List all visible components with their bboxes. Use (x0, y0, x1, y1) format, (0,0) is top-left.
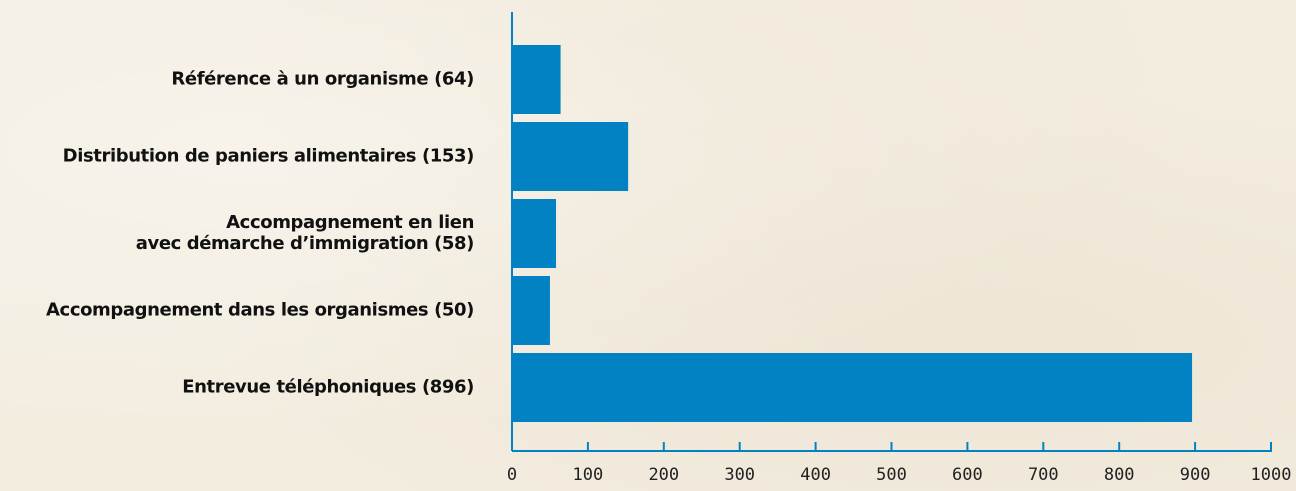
x-tick-label-1: 100 (573, 465, 604, 485)
x-tick-label-2: 200 (648, 465, 679, 485)
category-label-2-line-0: Accompagnement en lien (226, 212, 474, 233)
x-tick-label-6: 600 (952, 465, 983, 485)
category-label-0: Référence à un organisme (64) (171, 69, 474, 90)
category-label-4: Entrevue téléphoniques (896) (182, 377, 474, 398)
bar-2 (512, 199, 557, 268)
x-tick-label-10: 1000 (1251, 465, 1292, 485)
bars-layer (512, 45, 1193, 422)
category-label-3: Accompagnement dans les organismes (50) (46, 300, 474, 321)
x-tick-label-0: 0 (507, 465, 517, 485)
category-labels: Référence à un organisme (64) Distributio… (46, 69, 474, 398)
x-tick-label-5: 500 (876, 465, 907, 485)
x-tick-label-3: 300 (724, 465, 755, 485)
bar-0 (512, 45, 561, 114)
x-tick-label-4: 400 (800, 465, 831, 485)
x-tick-label-7: 700 (1028, 465, 1059, 485)
x-tick-label-9: 900 (1180, 465, 1211, 485)
category-label-2-line-1: avec démarche d’immigration (58) (136, 233, 474, 254)
bar-1 (512, 122, 629, 191)
x-tick-label-8: 800 (1104, 465, 1135, 485)
x-axis: 0 100 200 300 400 500 600 700 800 900 1000 (507, 12, 1292, 485)
bar-4 (512, 353, 1193, 422)
bar-3 (512, 276, 550, 345)
category-label-1: Distribution de paniers alimentaires (15… (63, 146, 474, 167)
